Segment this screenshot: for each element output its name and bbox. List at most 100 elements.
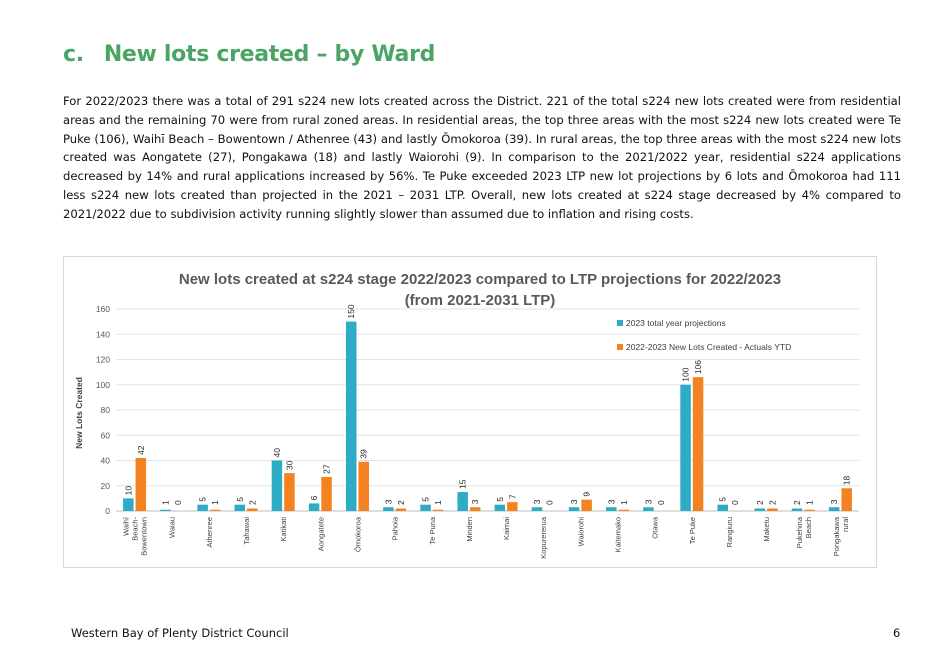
data-label: 0 (544, 500, 554, 505)
chart-container: New lots created at s224 stage 2022/2023… (63, 256, 877, 568)
x-tick-label-line: Pahoia (391, 516, 400, 540)
data-label: 2 (396, 500, 406, 505)
x-tick-label: Rangiuru (725, 517, 734, 547)
x-tick-label-line: Waihī (122, 516, 131, 536)
x-tick-label-line: Te Puna (428, 516, 437, 544)
x-tick-label: Aongatete (316, 517, 325, 551)
bar-actual (804, 509, 815, 511)
bar-projection (568, 507, 580, 511)
y-tick-label: 160 (96, 304, 110, 314)
x-tick-label: Waiorohi (576, 517, 585, 547)
bar-actual (209, 509, 221, 511)
x-tick-label: Minden (465, 517, 474, 542)
x-tick-label: Kaitemako (614, 517, 623, 552)
bar-actual (135, 457, 147, 511)
x-tick-label: Ōmokoroa (353, 516, 362, 552)
x-tick-label: Maketu (762, 517, 771, 542)
x-tick-label-line: Katikati (279, 517, 288, 542)
x-tick-label: Otawa (651, 516, 660, 539)
bar-projection (383, 507, 394, 511)
bar-actual (284, 473, 295, 511)
chart-title-line1: New lots created at s224 stage 2022/2023… (179, 271, 781, 288)
x-tick-label: Te Puke (688, 517, 697, 544)
y-tick-label: 40 (101, 456, 111, 466)
y-tick-label: 20 (101, 481, 111, 491)
section-number: c. (63, 42, 84, 67)
bar-projection (123, 498, 134, 511)
data-label: 5 (718, 497, 728, 502)
x-tick-label-line: Pongakawa (832, 516, 841, 556)
x-tick-label: PukehinaBeach (795, 516, 813, 548)
data-label: 39 (359, 449, 369, 459)
data-label: 42 (136, 445, 146, 455)
data-label: 106 (693, 360, 703, 374)
x-tick-label: Pahoia (391, 516, 400, 540)
x-tick-label-line: Aongatete (316, 517, 325, 551)
page-number: 6 (893, 626, 901, 640)
x-tick-label: WaihīBeach-Bowentown (122, 516, 149, 556)
y-tick-label: 100 (96, 380, 110, 390)
x-tick-label: Pongakawarural (832, 516, 850, 556)
bar-actual (692, 377, 704, 511)
x-tick-label-line: Kaimai (502, 517, 511, 540)
x-tick-label-line: Te Puke (688, 517, 697, 544)
data-label: 5 (421, 497, 431, 502)
data-label: 2 (755, 500, 765, 505)
data-label: 30 (284, 460, 294, 470)
data-label: 9 (582, 492, 592, 497)
x-tick-label-line: Rangiuru (725, 517, 734, 547)
bar-actual (432, 509, 444, 511)
bar-chart: New lots created at s224 stage 2022/2023… (74, 271, 859, 559)
data-label: 6 (309, 495, 319, 500)
section-title: New lots created – by Ward (103, 42, 436, 67)
x-tick-label-line: Otawa (651, 516, 660, 539)
y-tick-label: 120 (96, 355, 110, 365)
data-label: 10 (123, 486, 133, 496)
x-tick-label-line: Tahawai (242, 517, 251, 545)
bar-actual (247, 508, 258, 511)
data-label: 0 (173, 500, 183, 505)
bar-projection (160, 509, 171, 511)
data-label: 3 (532, 499, 542, 504)
bar-actual (841, 488, 852, 511)
x-tick-label-line: Waiorohi (576, 517, 585, 547)
section-heading: c. New lots created – by Ward (63, 42, 435, 67)
x-tick-label-line: Waiau (168, 517, 177, 538)
data-label: 100 (681, 367, 691, 381)
x-tick-label-line: Beach (804, 517, 813, 538)
data-label: 0 (730, 500, 740, 505)
chart-title-line2: (from 2021-2031 LTP) (405, 292, 556, 309)
y-axis-label: New Lots Created (74, 377, 84, 449)
x-tick-label-line: Pukehina (795, 516, 804, 548)
x-tick-label: Waiau (168, 517, 177, 538)
bar-actual (767, 508, 778, 511)
x-tick-label: Kopurererua (539, 516, 548, 559)
footer-organisation: Western Bay of Plenty District Council (71, 626, 289, 640)
x-tick-label: Tahawai (242, 517, 251, 545)
bar-projection (420, 504, 431, 511)
x-tick-label-line: rural (841, 517, 850, 532)
bar-actual (581, 499, 592, 511)
bar-actual (507, 502, 518, 511)
x-tick-label: Katikati (279, 517, 288, 542)
data-label: 2 (792, 500, 802, 505)
y-tick-label: 0 (105, 506, 110, 516)
data-label: 18 (842, 476, 852, 486)
bar-actual (321, 476, 332, 511)
bar-projection (457, 492, 468, 511)
data-label: 3 (606, 499, 616, 504)
data-label: 5 (235, 497, 245, 502)
data-label: 40 (272, 448, 282, 458)
bar-projection (271, 460, 283, 511)
data-label: 1 (805, 500, 815, 505)
bar-projection (234, 504, 246, 511)
bar-projection (828, 507, 840, 511)
data-label: 3 (383, 499, 393, 504)
bar-projection (531, 507, 543, 511)
x-tick-label-line: Ōmokoroa (353, 516, 362, 552)
y-tick-label: 80 (101, 405, 111, 415)
x-tick-label-line: Maketu (762, 517, 771, 542)
y-tick-label: 60 (101, 430, 111, 440)
legend-label: 2023 total year projections (626, 318, 726, 328)
